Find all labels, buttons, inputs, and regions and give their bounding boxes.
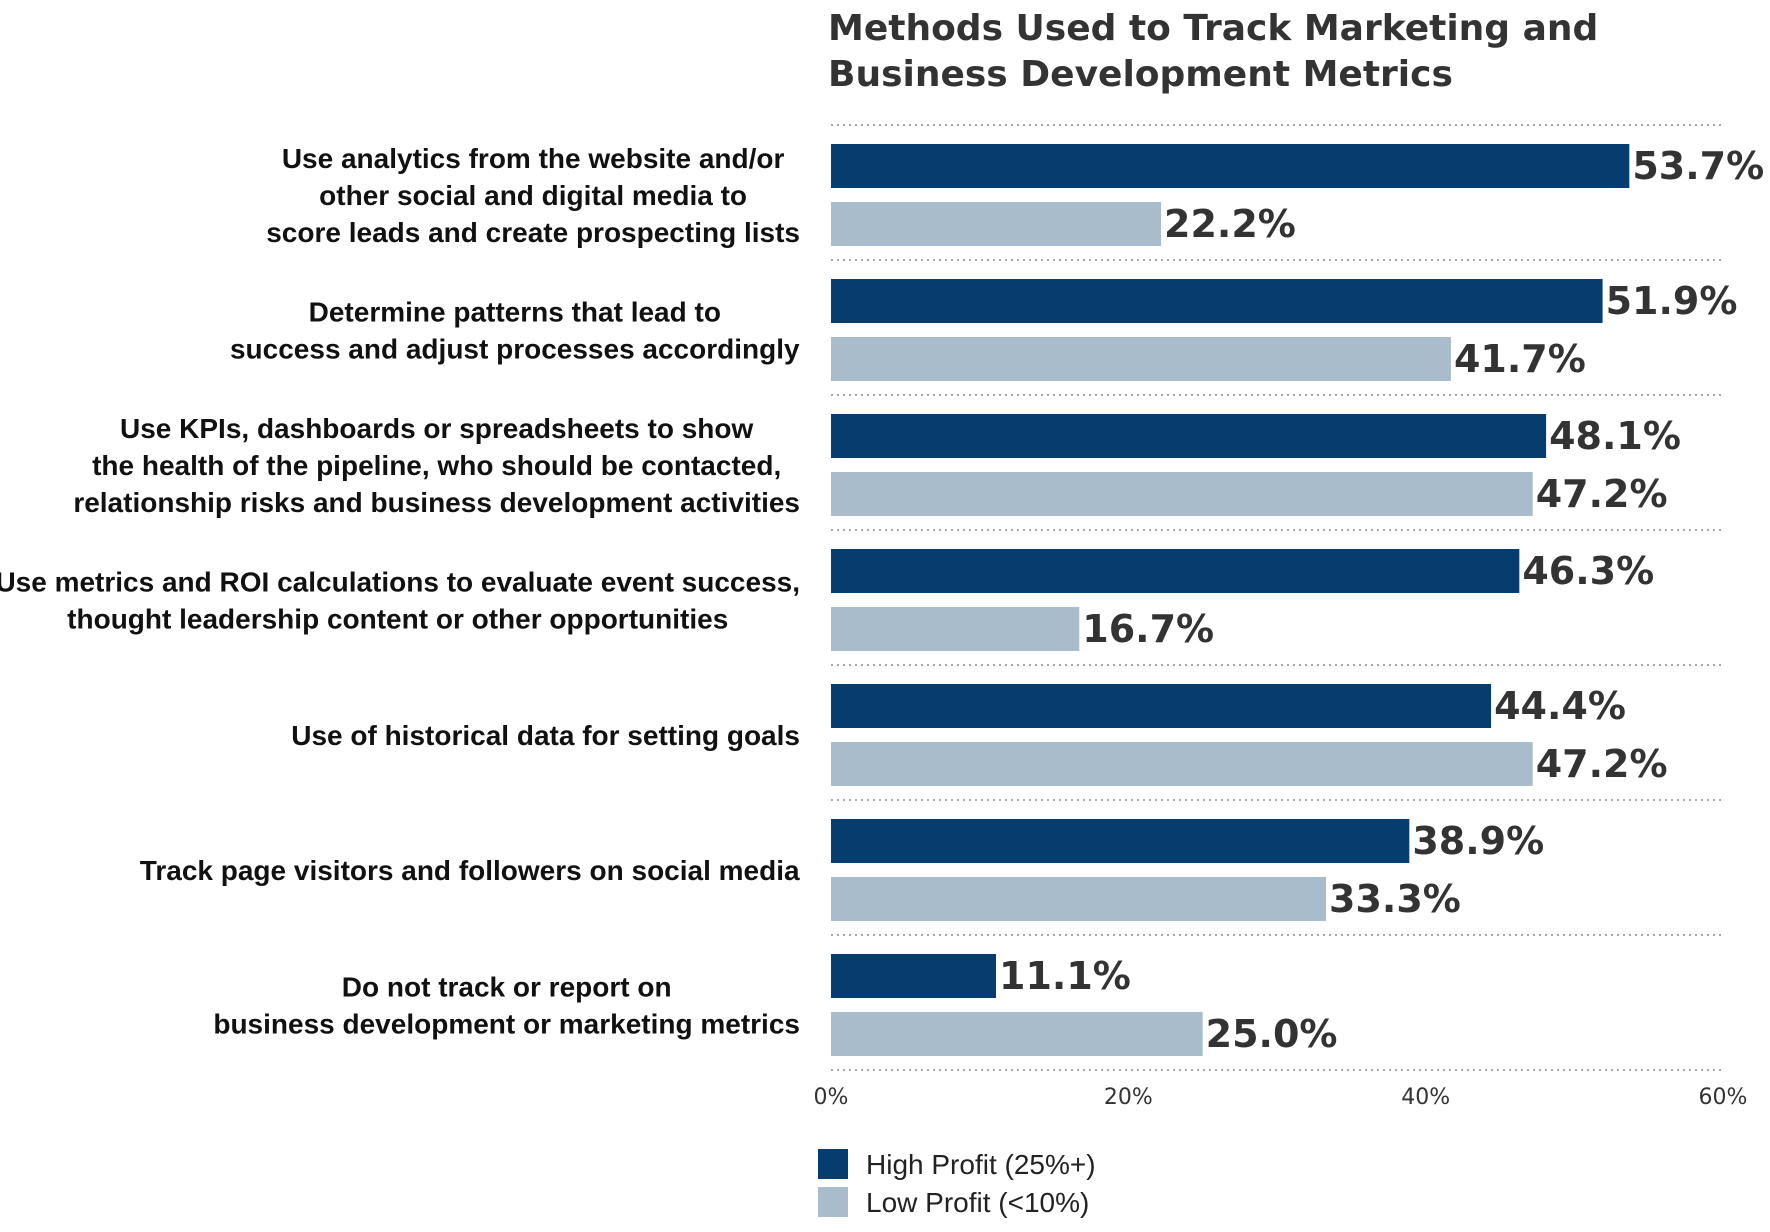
bar-high-profit (831, 279, 1603, 323)
category-label-line: score leads and create prospecting lists (266, 217, 800, 248)
legend-swatch (818, 1149, 848, 1179)
category-label-line: other social and digital media to (319, 180, 747, 211)
x-tick-label: 0% (814, 1085, 849, 1110)
category-label-line: relationship risks and business developm… (73, 487, 800, 518)
bars: 53.7% 22.2% 51.9% 41.7% 48.1% 47.2% 46.3% 16.7%… (831, 144, 1764, 1056)
bar-low-profit (831, 1012, 1203, 1056)
x-tick-label: 60% (1699, 1085, 1748, 1110)
bar-high-profit (831, 684, 1492, 728)
gridlines (831, 124, 1723, 1071)
data-label: 33.3% (1329, 877, 1461, 921)
category-label: Use KPIs, dashboards or spreadsheets to … (73, 413, 800, 518)
data-label: 44.4% (1494, 684, 1626, 728)
bar-high-profit (831, 549, 1520, 593)
category-label-line: success and adjust processes accordingly (230, 334, 800, 365)
category-label: Determine patterns that lead to success a… (230, 297, 800, 365)
bar-high-profit (831, 144, 1630, 188)
bar-low-profit (831, 337, 1451, 381)
x-axis-ticks: 0% 20% 40% 60% (814, 1085, 1748, 1110)
category-label-line: thought leadership content or other oppo… (67, 604, 728, 635)
category-label-line: Use of historical data for setting goals (291, 720, 800, 751)
data-label: 46.3% (1522, 549, 1654, 593)
category-label-line: the health of the pipeline, who should b… (92, 450, 781, 481)
chart-title: Methods Used to Track Marketing and Busin… (828, 8, 1598, 95)
data-label: 53.7% (1632, 144, 1764, 188)
data-label: 25.0% (1206, 1012, 1338, 1056)
data-label: 16.7% (1082, 607, 1214, 651)
category-label-line: Track page visitors and followers on soc… (140, 855, 800, 886)
chart-title-line: Methods Used to Track Marketing and (828, 8, 1598, 49)
x-tick-label: 40% (1401, 1085, 1450, 1110)
legend-swatch (818, 1187, 848, 1217)
category-label: Track page visitors and followers on soc… (140, 855, 800, 886)
category-labels: Use analytics from the website and/or oth… (0, 143, 800, 1040)
legend: High Profit (25%+) Low Profit (<10%) (818, 1149, 1096, 1218)
legend-label: High Profit (25%+) (866, 1149, 1096, 1180)
data-label: 51.9% (1606, 279, 1738, 323)
category-label: Use analytics from the website and/or oth… (266, 143, 800, 248)
data-label: 38.9% (1412, 819, 1544, 863)
bar-high-profit (831, 414, 1547, 458)
category-label: Do not track or report on business develo… (213, 972, 800, 1040)
bar-high-profit (831, 954, 997, 998)
category-label-line: Do not track or report on (342, 972, 672, 1003)
data-label: 47.2% (1536, 472, 1668, 516)
legend-label: Low Profit (<10%) (866, 1187, 1089, 1218)
x-tick-label: 20% (1104, 1085, 1153, 1110)
category-label: Use metrics and ROI calculations to eval… (0, 567, 800, 635)
bar-low-profit (831, 742, 1533, 786)
category-label-line: Use analytics from the website and/or (282, 143, 785, 174)
category-label-line: Use metrics and ROI calculations to eval… (0, 567, 800, 598)
data-label: 11.1% (999, 954, 1131, 998)
data-label: 41.7% (1454, 337, 1586, 381)
data-label: 22.2% (1164, 202, 1296, 246)
category-label-line: Determine patterns that lead to (309, 297, 721, 328)
category-label-line: business development or marketing metric… (213, 1009, 800, 1040)
chart-title-line: Business Development Metrics (828, 54, 1453, 95)
category-label: Use of historical data for setting goals (291, 720, 800, 751)
bar-low-profit (831, 607, 1080, 651)
bar-low-profit (831, 877, 1327, 921)
data-label: 47.2% (1536, 742, 1668, 786)
data-label: 48.1% (1549, 414, 1681, 458)
bar-low-profit (831, 202, 1162, 246)
bar-high-profit (831, 819, 1410, 863)
bar-low-profit (831, 472, 1533, 516)
category-label-line: Use KPIs, dashboards or spreadsheets to … (120, 413, 754, 444)
